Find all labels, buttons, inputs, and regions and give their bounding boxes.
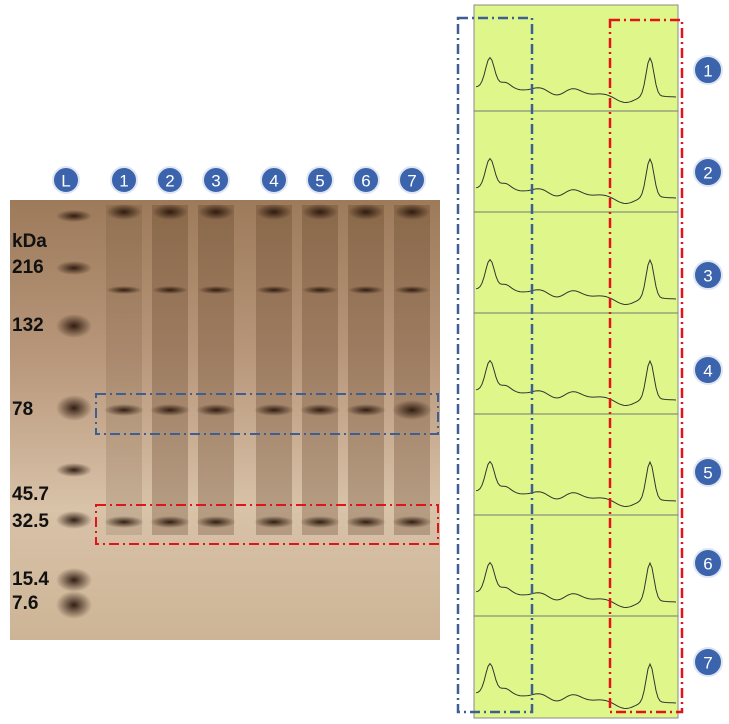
row-label: 3 — [703, 267, 712, 286]
band — [256, 286, 292, 294]
row-label: 7 — [703, 654, 712, 673]
ladder-band — [56, 314, 92, 338]
row-label: 4 — [703, 362, 712, 381]
lane-label: 7 — [407, 172, 416, 191]
band — [302, 286, 338, 294]
lane-smear — [198, 205, 234, 535]
lane-marker — [156, 166, 184, 194]
mw-label: 32.5 — [12, 511, 49, 532]
profile-trace — [475, 157, 677, 205]
band — [394, 204, 430, 220]
profile-trace — [475, 561, 677, 609]
lane-label: 4 — [269, 172, 278, 191]
profile-trace — [475, 662, 677, 710]
blue-box — [95, 393, 439, 435]
ladder-band — [56, 261, 92, 275]
lane-smear — [106, 205, 142, 535]
ladder-band — [56, 568, 92, 592]
band — [346, 516, 386, 528]
lane-label: 5 — [315, 172, 324, 191]
band — [394, 286, 430, 294]
row-marker — [693, 548, 723, 578]
band — [106, 204, 142, 220]
band — [196, 404, 236, 416]
traces — [474, 56, 678, 710]
band — [198, 204, 234, 220]
mw-label: 216 — [12, 257, 44, 278]
band — [348, 204, 384, 220]
band — [300, 404, 340, 416]
profile-panel — [473, 4, 679, 719]
band — [254, 404, 294, 416]
mw-label: 15.4 — [12, 569, 49, 590]
band — [152, 204, 188, 220]
mw-label: 78 — [12, 399, 33, 420]
row-marker — [693, 55, 723, 85]
lane-label: 6 — [361, 172, 370, 191]
lane-label: 2 — [165, 172, 174, 191]
band — [300, 516, 340, 528]
band — [106, 286, 142, 294]
band — [150, 404, 190, 416]
red-region — [608, 18, 684, 714]
lane-smear — [394, 205, 430, 535]
band — [348, 286, 384, 294]
lane-smear — [256, 205, 292, 535]
lane-smear — [302, 205, 338, 535]
row-marker — [693, 457, 723, 487]
mw-label: kDa — [12, 231, 47, 252]
band — [104, 516, 144, 528]
row-label: 5 — [703, 464, 712, 483]
band — [104, 404, 144, 416]
mw-label: 45.7 — [12, 484, 49, 505]
ladder-band — [56, 463, 92, 477]
red-box — [95, 504, 439, 545]
ladder-band — [56, 591, 92, 619]
profile-trace — [475, 460, 677, 508]
mw-label: 132 — [12, 315, 44, 336]
gel-image — [10, 200, 440, 640]
band — [198, 286, 234, 294]
ladder-band — [56, 395, 92, 421]
profile-trace — [475, 258, 677, 306]
profile-trace — [475, 359, 677, 407]
band — [256, 204, 292, 220]
lane-marker — [52, 166, 80, 194]
lane-marker — [260, 166, 288, 194]
band — [392, 400, 432, 420]
lane-marker — [398, 166, 426, 194]
band — [392, 516, 432, 528]
band — [150, 516, 190, 528]
lane-label: 3 — [211, 172, 220, 191]
row-label: 6 — [703, 555, 712, 574]
lane-smear — [152, 205, 188, 535]
row-label: 2 — [703, 164, 712, 183]
row-marker — [693, 355, 723, 385]
blue-region — [456, 16, 534, 714]
lane-marker — [202, 166, 230, 194]
band — [254, 516, 294, 528]
row-marker — [693, 647, 723, 677]
row-marker — [693, 157, 723, 187]
lane-label: 1 — [119, 172, 128, 191]
band — [346, 404, 386, 416]
lane-label: L — [61, 172, 70, 191]
band — [302, 204, 338, 220]
band — [152, 286, 188, 294]
lane-marker — [306, 166, 334, 194]
band — [196, 516, 236, 528]
lane-smear — [348, 205, 384, 535]
lane-marker — [352, 166, 380, 194]
profile-trace — [475, 56, 677, 104]
row-marker — [693, 260, 723, 290]
ladder-band — [56, 210, 92, 222]
lane-marker — [110, 166, 138, 194]
row-label: 1 — [703, 62, 712, 81]
ladder-band — [56, 511, 92, 529]
mw-label: 7.6 — [12, 593, 38, 614]
